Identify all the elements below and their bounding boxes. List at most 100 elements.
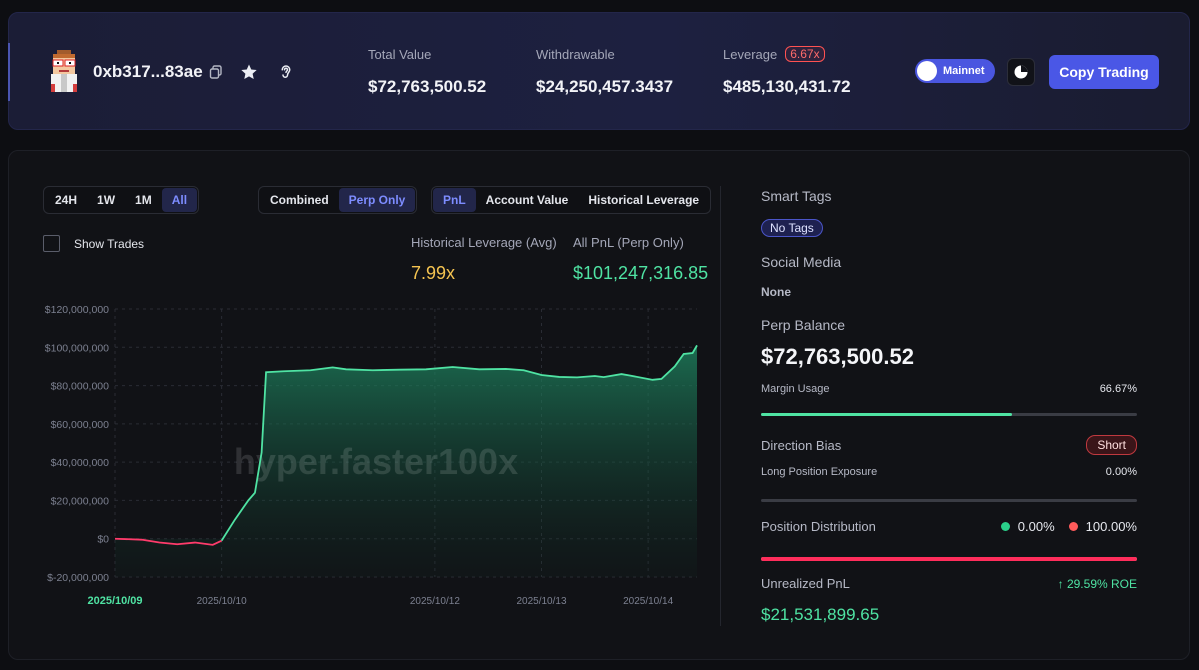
main-panel: 24H 1W 1M All Combined Perp Only PnL Acc… xyxy=(8,150,1190,660)
y-tick-label: $40,000,000 xyxy=(51,457,110,469)
unrealized-pnl-row: Unrealized PnL ↑ 29.59% ROE xyxy=(761,576,1137,591)
network-label: Mainnet xyxy=(943,65,985,77)
metric-value: 7.99x xyxy=(411,263,456,283)
y-tick-label: $120,000,000 xyxy=(45,304,109,316)
time-range-group: 24H 1W 1M All xyxy=(43,186,200,214)
range-all-button[interactable]: All xyxy=(161,188,198,212)
x-tick-label: 2025/10/10 xyxy=(197,596,247,607)
y-tick-label: $60,000,000 xyxy=(51,419,110,431)
all-pnl-metric: All PnL (Perp Only) $101,247,316.85 xyxy=(573,235,708,284)
social-media-value: None xyxy=(761,285,791,299)
social-media-heading: Social Media xyxy=(761,254,842,270)
margin-usage-value: 66.67% xyxy=(1099,383,1137,395)
direction-bias-row: Direction Bias Short xyxy=(761,435,1137,455)
copy-icon[interactable] xyxy=(207,63,225,81)
metric-label: Historical Leverage (Avg) xyxy=(411,235,557,250)
pnl-area-fill xyxy=(115,345,697,577)
stat-value: $72,763,500.52 xyxy=(368,77,487,96)
stat-label: Leverage xyxy=(723,46,778,62)
stat-total-value: Total Value $72,763,500.52 xyxy=(368,46,486,97)
watermark-text: hyper.faster100x xyxy=(234,441,518,482)
unrealized-pnl-label: Unrealized PnL xyxy=(761,576,850,591)
pnl-line-positive xyxy=(220,344,698,542)
pie-chart-icon xyxy=(1014,65,1028,79)
perp-balance-heading: Perp Balance xyxy=(761,317,846,333)
show-trades-toggle[interactable]: Show Trades xyxy=(43,235,144,252)
long-dot-icon xyxy=(1000,522,1010,531)
network-toggle[interactable]: Mainnet xyxy=(915,59,995,83)
short-dot-icon xyxy=(1068,522,1078,531)
long-exposure-label: Long Position Exposure xyxy=(761,466,878,478)
y-tick-label: $80,000,000 xyxy=(51,381,110,393)
margin-usage-row: Margin Usage 66.67% xyxy=(761,383,1137,395)
perp-balance-value: $72,763,500.52 xyxy=(761,344,914,369)
scope-perp-only-button[interactable]: Perp Only xyxy=(338,188,416,212)
smart-tags-heading: Smart Tags xyxy=(761,188,832,204)
direction-bias-label: Direction Bias xyxy=(761,437,842,453)
range-1w-button[interactable]: 1W xyxy=(97,193,116,207)
toggle-knob xyxy=(917,61,937,81)
long-pct: 0.00% xyxy=(1017,519,1055,534)
social-media-section: Social Media xyxy=(761,254,1137,272)
x-tick-label: 2025/10/12 xyxy=(410,596,460,607)
direction-bias-badge: Short xyxy=(1086,435,1137,455)
pixel-avatar xyxy=(51,50,77,92)
metric-value: $101,247,316.85 xyxy=(573,263,709,283)
pnl-chart[interactable]: $120,000,000 $100,000,000 $80,000,000 $60,0… xyxy=(29,291,709,621)
scope-combined-button[interactable]: Combined xyxy=(270,193,329,207)
position-distribution-row: Position Distribution 0.00% 100.00% xyxy=(761,519,1137,534)
margin-usage-fill xyxy=(761,413,1012,416)
stat-leverage: Leverage 6.67x $485,130,431.72 xyxy=(723,46,851,97)
margin-usage-bar xyxy=(761,413,1137,416)
tags-row: No Tags xyxy=(761,219,1137,237)
x-tick-label: 2025/10/13 xyxy=(516,596,566,607)
pnl-line-negative xyxy=(114,537,223,546)
view-pnl-button[interactable]: PnL xyxy=(433,188,476,212)
y-tick-label: $20,000,000 xyxy=(51,495,110,507)
ear-icon[interactable] xyxy=(277,63,295,81)
range-1m-button[interactable]: 1M xyxy=(135,193,152,207)
show-trades-checkbox[interactable] xyxy=(43,235,60,252)
range-24h-button[interactable]: 24H xyxy=(55,193,78,207)
distribution-legend: 0.00% 100.00% xyxy=(1000,519,1137,534)
leverage-badge: 6.67x xyxy=(785,46,825,62)
wallet-address: 0xb317...83ae xyxy=(93,62,203,81)
y-tick-label: $100,000,000 xyxy=(45,342,109,354)
no-tags-badge: No Tags xyxy=(761,219,823,237)
metric-label: All PnL (Perp Only) xyxy=(573,235,684,250)
stat-value: $485,130,431.72 xyxy=(723,77,851,96)
wallet-header: 0xb317...83ae Total Value $72,763,500.52… xyxy=(8,12,1190,130)
position-distribution-bar xyxy=(761,557,1137,561)
perp-balance-section: Perp Balance xyxy=(761,317,1137,335)
hist-leverage-metric: Historical Leverage (Avg) 7.99x xyxy=(411,235,557,284)
x-tick-label: 2025/10/09 xyxy=(87,595,142,607)
short-pct: 100.00% xyxy=(1085,519,1137,534)
view-account-value-button[interactable]: Account Value xyxy=(485,193,569,207)
y-tick-label: $-20,000,000 xyxy=(47,572,109,584)
stat-label: Total Value xyxy=(368,46,432,62)
view-group: PnL Account Value Historical Leverage xyxy=(431,186,712,214)
y-tick-label: $0 xyxy=(97,534,109,546)
margin-usage-label: Margin Usage xyxy=(761,383,830,395)
column-divider xyxy=(720,186,721,626)
short-distribution-fill xyxy=(761,557,1137,561)
long-exposure-bar xyxy=(761,499,1137,502)
stat-label-row: Leverage 6.67x xyxy=(723,46,851,62)
show-trades-label: Show Trades xyxy=(74,236,145,251)
view-historical-leverage-button[interactable]: Historical Leverage xyxy=(588,193,700,207)
stat-label: Withdrawable xyxy=(536,46,615,62)
star-icon[interactable] xyxy=(240,63,258,81)
long-exposure-row: Long Position Exposure 0.00% xyxy=(761,466,1137,478)
header-accent-bar xyxy=(8,43,10,101)
long-exposure-value: 0.00% xyxy=(1105,466,1137,478)
position-distribution-label: Position Distribution xyxy=(761,519,876,534)
smart-tags-label: Smart Tags xyxy=(761,188,1137,206)
unrealized-pnl-value: $21,531,899.65 xyxy=(761,605,880,624)
roe-value: ↑ 29.59% ROE xyxy=(1057,576,1137,591)
scope-group: Combined Perp Only xyxy=(258,186,418,214)
copy-trading-button[interactable]: Copy Trading xyxy=(1049,55,1159,89)
stat-value: $24,250,457.3437 xyxy=(536,77,674,96)
portfolio-pie-button[interactable] xyxy=(1007,58,1035,86)
x-tick-label: 2025/10/14 xyxy=(623,596,673,607)
stat-withdrawable: Withdrawable $24,250,457.3437 xyxy=(536,46,673,97)
